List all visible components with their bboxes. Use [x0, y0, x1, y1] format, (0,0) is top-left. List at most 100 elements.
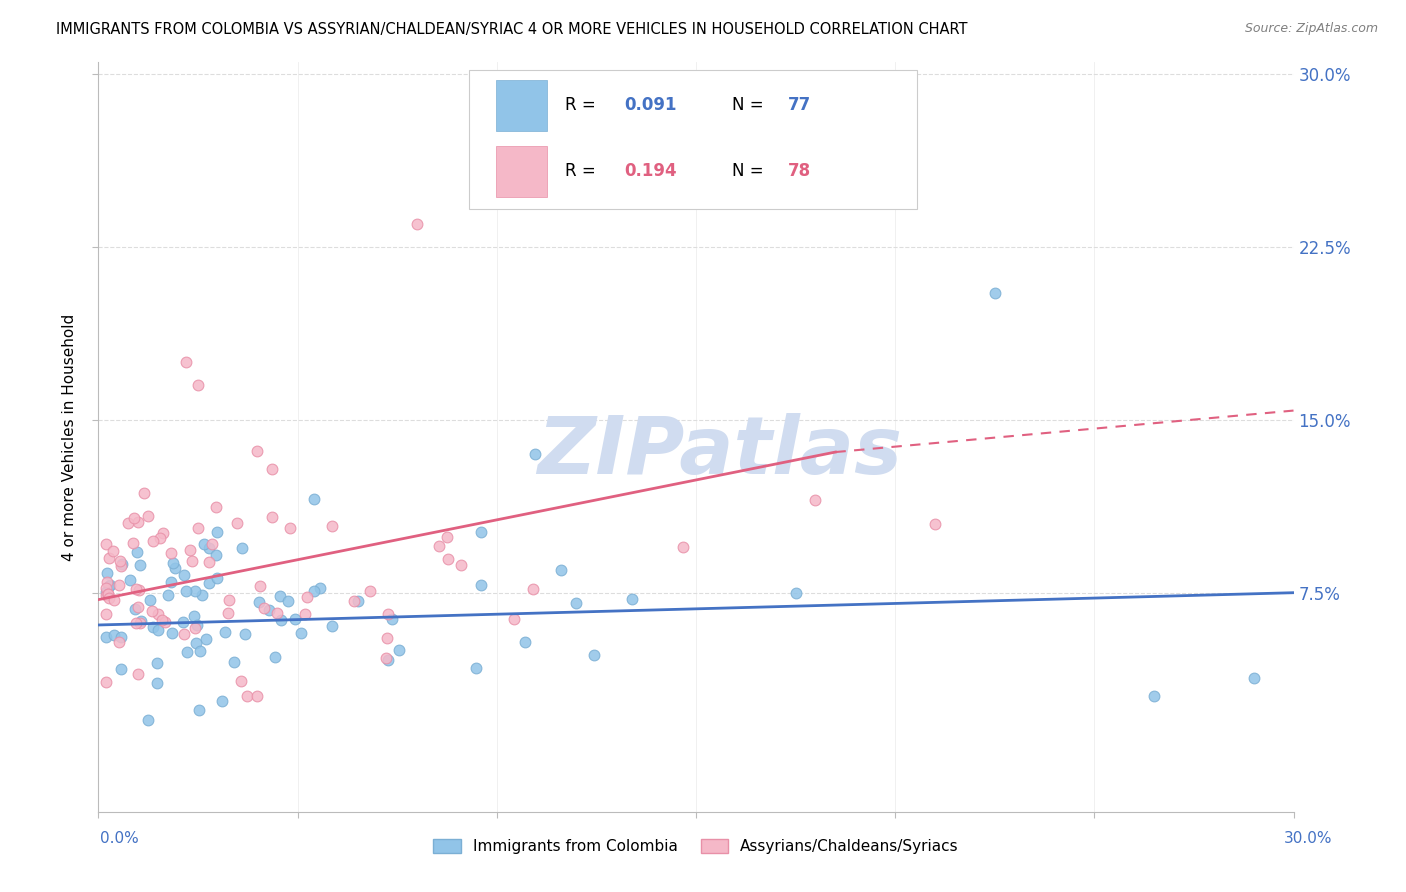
- Point: [284, 611, 307, 625]
- Point: [377, 653, 399, 667]
- Point: [97, 586, 120, 600]
- Point: [97, 587, 120, 601]
- Point: [160, 546, 183, 560]
- Point: [804, 493, 827, 508]
- Point: [187, 704, 209, 718]
- Point: [153, 615, 176, 630]
- Point: [183, 609, 205, 624]
- Point: [160, 575, 183, 590]
- Point: [302, 491, 325, 506]
- Point: [278, 521, 301, 535]
- Point: [470, 524, 492, 539]
- Point: [101, 544, 124, 558]
- Point: [163, 561, 186, 575]
- Point: [146, 607, 169, 622]
- Point: [217, 606, 239, 620]
- Point: [621, 591, 644, 606]
- Point: [290, 626, 312, 640]
- Text: R =: R =: [565, 96, 600, 114]
- Point: [464, 661, 486, 675]
- Point: [103, 627, 125, 641]
- Point: [198, 555, 221, 569]
- Point: [120, 573, 142, 587]
- Point: [231, 541, 253, 555]
- Point: [565, 596, 588, 610]
- Point: [97, 591, 120, 606]
- Point: [98, 578, 121, 592]
- Point: [381, 612, 404, 626]
- Point: [205, 571, 228, 585]
- Point: [294, 607, 316, 621]
- Point: [186, 636, 208, 650]
- Point: [174, 355, 197, 369]
- Point: [1243, 671, 1265, 685]
- Point: [111, 557, 134, 571]
- Point: [110, 554, 132, 568]
- Point: [173, 627, 195, 641]
- Point: [162, 556, 184, 570]
- FancyBboxPatch shape: [470, 70, 917, 209]
- Bar: [496, 145, 547, 196]
- Point: [96, 674, 118, 689]
- Point: [127, 515, 149, 529]
- Point: [142, 533, 165, 548]
- Point: [502, 612, 524, 626]
- Point: [198, 576, 221, 591]
- Point: [257, 602, 280, 616]
- Point: [226, 516, 249, 530]
- Point: [211, 694, 233, 708]
- Point: [146, 676, 169, 690]
- Point: [98, 579, 121, 593]
- Point: [231, 673, 253, 688]
- Legend: Immigrants from Colombia, Assyrians/Chaldeans/Syriacs: Immigrants from Colombia, Assyrians/Chal…: [427, 832, 965, 860]
- Point: [672, 540, 695, 554]
- Point: [437, 552, 460, 566]
- Point: [277, 594, 299, 608]
- Point: [377, 607, 399, 621]
- Point: [924, 516, 946, 531]
- Point: [124, 601, 146, 615]
- Point: [125, 544, 148, 558]
- Point: [132, 486, 155, 500]
- Point: [160, 625, 183, 640]
- Point: [125, 582, 148, 597]
- Point: [188, 644, 211, 658]
- Point: [142, 620, 165, 634]
- Point: [427, 539, 450, 553]
- Point: [139, 592, 162, 607]
- Point: [262, 462, 284, 476]
- Point: [270, 613, 292, 627]
- Point: [194, 632, 217, 646]
- Point: [96, 588, 118, 602]
- Point: [302, 584, 325, 599]
- Point: [149, 531, 172, 545]
- Point: [176, 645, 198, 659]
- Point: [187, 378, 209, 392]
- Point: [214, 625, 236, 640]
- Text: Source: ZipAtlas.com: Source: ZipAtlas.com: [1244, 22, 1378, 36]
- Point: [583, 648, 606, 663]
- Text: 0.091: 0.091: [624, 96, 676, 114]
- Point: [347, 593, 370, 607]
- Point: [187, 521, 209, 535]
- Point: [179, 542, 201, 557]
- Text: ZIPatlas: ZIPatlas: [537, 413, 903, 491]
- Point: [129, 558, 152, 572]
- Point: [222, 655, 245, 669]
- Point: [193, 536, 215, 550]
- Point: [110, 559, 132, 574]
- Point: [186, 617, 208, 632]
- Point: [253, 600, 276, 615]
- Point: [183, 584, 205, 599]
- Y-axis label: 4 or more Vehicles in Household: 4 or more Vehicles in Household: [62, 313, 77, 561]
- Point: [128, 582, 150, 597]
- Point: [266, 607, 288, 621]
- Point: [249, 579, 271, 593]
- Point: [128, 616, 150, 631]
- Text: IMMIGRANTS FROM COLOMBIA VS ASSYRIAN/CHALDEAN/SYRIAC 4 OR MORE VEHICLES IN HOUSE: IMMIGRANTS FROM COLOMBIA VS ASSYRIAN/CHA…: [56, 22, 967, 37]
- Text: 0.194: 0.194: [624, 162, 676, 180]
- Point: [122, 511, 145, 525]
- Point: [375, 631, 398, 645]
- Point: [96, 630, 118, 644]
- Point: [125, 616, 148, 631]
